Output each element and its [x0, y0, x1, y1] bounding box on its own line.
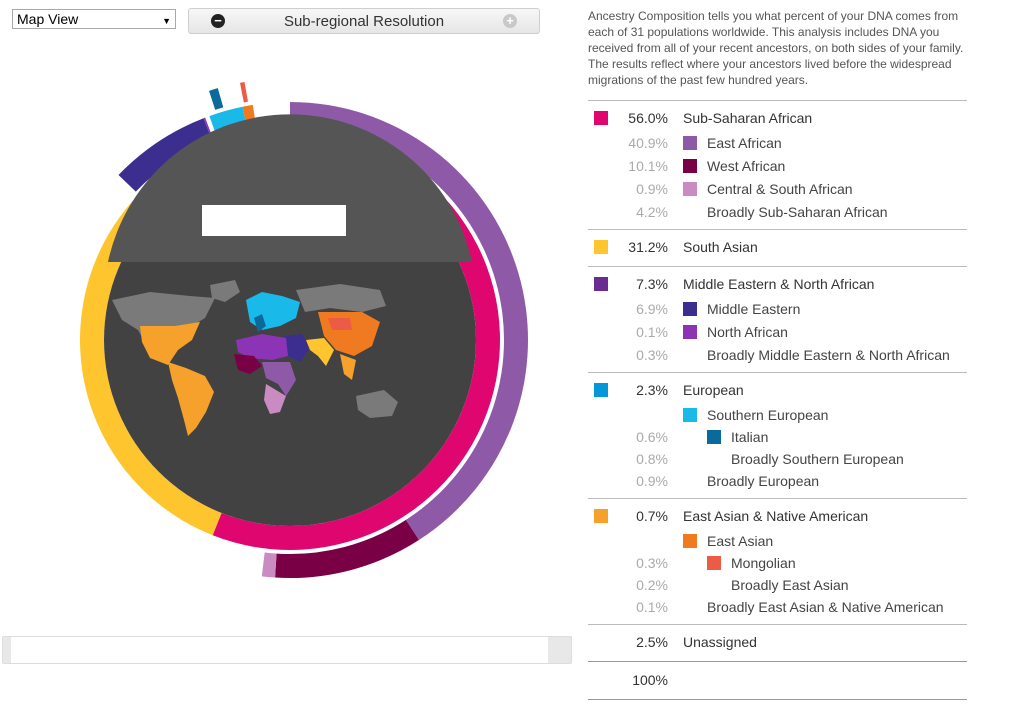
color-swatch [683, 136, 697, 150]
ancestry-label[interactable]: North African [707, 324, 788, 340]
ancestry-label[interactable]: Broadly Middle Eastern & North African [707, 347, 950, 363]
ancestry-label[interactable]: East Asian [707, 533, 774, 549]
color-swatch [594, 240, 608, 254]
ancestry-label[interactable]: Southern European [707, 407, 829, 423]
ancestry-percent: 31.2% [628, 239, 668, 255]
view-select-value: Map View [17, 11, 79, 27]
ancestry-percent: 100% [632, 672, 668, 688]
ancestry-percent: 0.3% [636, 347, 668, 363]
intro-text: Ancestry Composition tells you what perc… [588, 9, 964, 87]
ancestry-label[interactable]: Sub-Saharan African [683, 110, 813, 126]
color-swatch [594, 509, 608, 523]
section-divider [588, 229, 967, 230]
map-title-box [202, 205, 346, 236]
ancestry-percent: 0.7% [636, 508, 668, 524]
ancestry-label[interactable]: Middle Eastern [707, 301, 801, 317]
color-swatch [594, 111, 608, 125]
ring-east-african[interactable] [290, 102, 529, 541]
ancestry-percent: 0.2% [636, 577, 668, 593]
ancestry-percent: 0.6% [636, 429, 668, 445]
section-divider [588, 100, 967, 101]
view-select[interactable]: Map View ▼ [12, 9, 176, 29]
color-swatch [683, 408, 697, 422]
ring-west-african[interactable] [275, 519, 419, 578]
ancestry-label[interactable]: Italian [731, 429, 769, 445]
ancestry-percent: 7.3% [636, 276, 668, 292]
ancestry-percent: 4.2% [636, 204, 668, 220]
ancestry-label[interactable]: Broadly European [707, 473, 820, 489]
ancestry-percent: 56.0% [628, 110, 668, 126]
section-divider [588, 372, 967, 373]
section-divider [588, 699, 967, 700]
color-swatch [683, 325, 697, 339]
ancestry-percent: 40.9% [628, 135, 668, 151]
color-swatch [594, 277, 608, 291]
ancestry-label[interactable]: East Asian & Native American [683, 508, 869, 524]
ancestry-percent: 0.3% [636, 555, 668, 571]
ring-mongolian[interactable] [240, 81, 248, 103]
color-swatch [683, 159, 697, 173]
color-swatch [683, 302, 697, 316]
ancestry-label[interactable]: European [683, 382, 744, 398]
ancestry-label[interactable]: Central & South African [707, 181, 853, 197]
ancestry-label[interactable]: Broadly Southern European [731, 451, 904, 467]
section-divider [588, 661, 967, 662]
ancestry-label[interactable]: West African [707, 158, 786, 174]
ancestry-percent: 0.9% [636, 473, 668, 489]
ancestry-label[interactable]: Middle Eastern & North African [683, 276, 875, 292]
ancestry-label[interactable]: Mongolian [731, 555, 796, 571]
section-divider [588, 624, 967, 625]
color-swatch [683, 182, 697, 196]
section-divider [588, 498, 967, 499]
ring-central-south-african[interactable] [261, 552, 277, 578]
color-swatch [707, 430, 721, 444]
timeline-scrollbar[interactable] [2, 636, 572, 664]
ancestry-label[interactable]: Broadly East Asian & Native American [707, 599, 944, 615]
ancestry-percent: 2.5% [636, 634, 668, 650]
section-divider [588, 266, 967, 267]
ring-south-asian[interactable] [80, 194, 222, 536]
zoom-in-plus-icon[interactable]: + [503, 14, 517, 28]
ancestry-label[interactable]: Broadly East Asian [731, 577, 849, 593]
resolution-control: − Sub-regional Resolution + [188, 8, 540, 34]
zoom-out-minus-icon[interactable]: − [211, 14, 225, 28]
ring-italian[interactable] [209, 88, 224, 110]
map-header-band [108, 114, 472, 262]
ancestry-label[interactable]: South Asian [683, 239, 758, 255]
world-map [112, 280, 398, 436]
ancestry-percent: 2.3% [636, 382, 668, 398]
ancestry-label[interactable]: Unassigned [683, 634, 757, 650]
chevron-down-icon: ▼ [162, 16, 171, 26]
ancestry-percent: 0.1% [636, 599, 668, 615]
ancestry-percent: 0.8% [636, 451, 668, 467]
ring-middle-eastern[interactable] [118, 118, 213, 192]
ancestry-percent: 0.9% [636, 181, 668, 197]
ancestry-percent: 10.1% [628, 158, 668, 174]
ancestry-label[interactable]: East African [707, 135, 782, 151]
ancestry-percent: 0.1% [636, 324, 668, 340]
ancestry-label[interactable]: Broadly Sub-Saharan African [707, 204, 888, 220]
color-swatch [707, 556, 721, 570]
color-swatch [594, 383, 608, 397]
color-swatch [683, 534, 697, 548]
ancestry-donut-chart [80, 81, 529, 578]
ancestry-percent: 6.9% [636, 301, 668, 317]
resolution-label: Sub-regional Resolution [283, 13, 445, 30]
